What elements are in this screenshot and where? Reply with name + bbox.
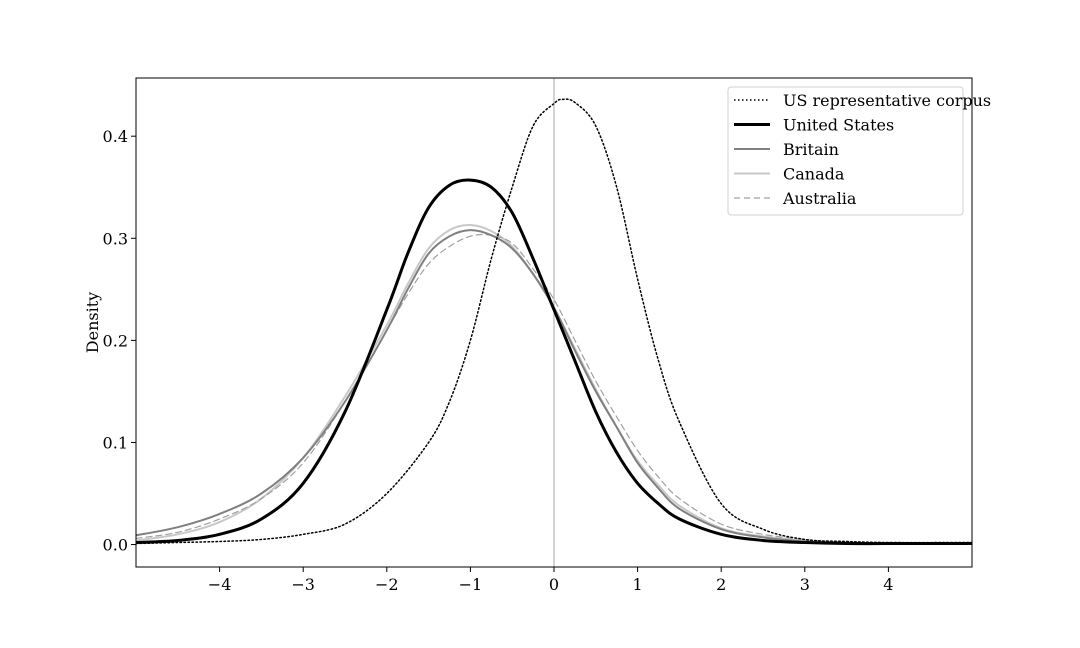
x-tick-label: −4 xyxy=(208,575,232,594)
y-tick-label: 0.0 xyxy=(103,536,128,555)
legend-label: United States xyxy=(783,116,894,135)
x-tick-label: −3 xyxy=(291,575,315,594)
x-tick-label: 0 xyxy=(549,575,559,594)
legend-label: Canada xyxy=(783,165,845,184)
x-tick-label: 2 xyxy=(716,575,726,594)
y-tick-label: 0.1 xyxy=(103,433,128,452)
series-layer xyxy=(136,78,972,567)
x-tick-label: 4 xyxy=(883,575,893,594)
y-tick-label: 0.2 xyxy=(103,331,128,350)
legend-label: US representative corpus xyxy=(783,91,991,110)
legend-box xyxy=(727,86,964,216)
legend-label: Australia xyxy=(782,189,857,208)
series-line-britain xyxy=(136,229,972,545)
legend: US representative corpus United States Bri… xyxy=(727,86,991,216)
series-line-us-representative-corpus xyxy=(136,98,972,545)
legend-label: Britain xyxy=(783,140,839,159)
axes-layer: −4 −3 −2 −1 0 1 2 3 4 0.0 0.1 0.2 0.3 0.4 xyxy=(103,77,973,594)
x-tick-label: −2 xyxy=(375,575,399,594)
series-line-united-states xyxy=(136,178,972,546)
series-line-australia xyxy=(136,233,972,545)
x-tick-label: 1 xyxy=(633,575,643,594)
x-tick-label: 3 xyxy=(800,575,810,594)
y-tick-label: 0.4 xyxy=(103,127,128,146)
y-tick-label: 0.3 xyxy=(103,229,128,248)
y-axis-label: Density xyxy=(83,292,102,353)
x-tick-label: −1 xyxy=(459,575,483,594)
